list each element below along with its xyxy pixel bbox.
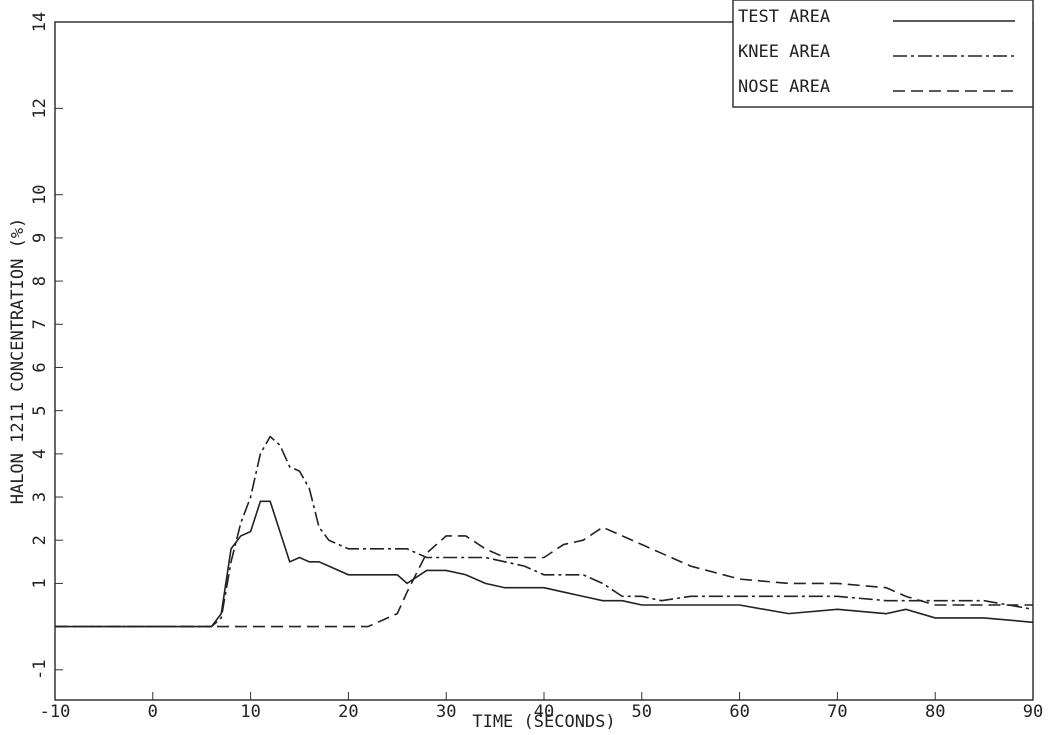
x-tick-label: 20 xyxy=(338,702,358,722)
series-line xyxy=(55,435,1034,628)
y-tick-label: -1 xyxy=(30,660,50,680)
x-tick-label: 0 xyxy=(148,702,158,722)
legend-label: TEST AREA xyxy=(738,7,830,27)
x-tick-label: 60 xyxy=(729,702,749,722)
y-tick-label: 10 xyxy=(30,184,50,204)
x-tick-label: 90 xyxy=(1023,702,1043,722)
y-tick-label: 8 xyxy=(30,276,50,286)
y-tick-label: 4 xyxy=(30,449,50,459)
y-tick-label: 9 xyxy=(30,233,50,243)
series-line xyxy=(55,500,1034,628)
y-tick-label: 5 xyxy=(30,406,50,416)
legend-label: NOSE AREA xyxy=(738,77,830,97)
plot-frame xyxy=(54,21,1034,701)
x-tick-label: -10 xyxy=(40,702,71,722)
y-tick-label: 3 xyxy=(30,492,50,502)
x-tick-label: 10 xyxy=(240,702,260,722)
x-tick-label: 70 xyxy=(827,702,847,722)
x-tick-label: 50 xyxy=(632,702,652,722)
y-tick-label: 7 xyxy=(30,319,50,329)
series-line xyxy=(55,526,1033,628)
x-tick-label: 40 xyxy=(534,702,554,722)
legend-box xyxy=(732,0,1034,108)
legend-label: KNEE AREA xyxy=(738,42,830,62)
y-tick-label: 1 xyxy=(30,578,50,588)
x-tick-label: 80 xyxy=(925,702,945,722)
y-axis-label: HALON 1211 CONCENTRATION (%) xyxy=(8,218,28,505)
y-tick-label: 6 xyxy=(30,362,50,372)
y-tick-label: 12 xyxy=(30,98,50,118)
x-axis-label: TIME (SECONDS) xyxy=(472,712,615,732)
y-tick-label: 14 xyxy=(30,12,50,32)
x-tick-label: 30 xyxy=(436,702,456,722)
y-tick-label: 2 xyxy=(30,535,50,545)
